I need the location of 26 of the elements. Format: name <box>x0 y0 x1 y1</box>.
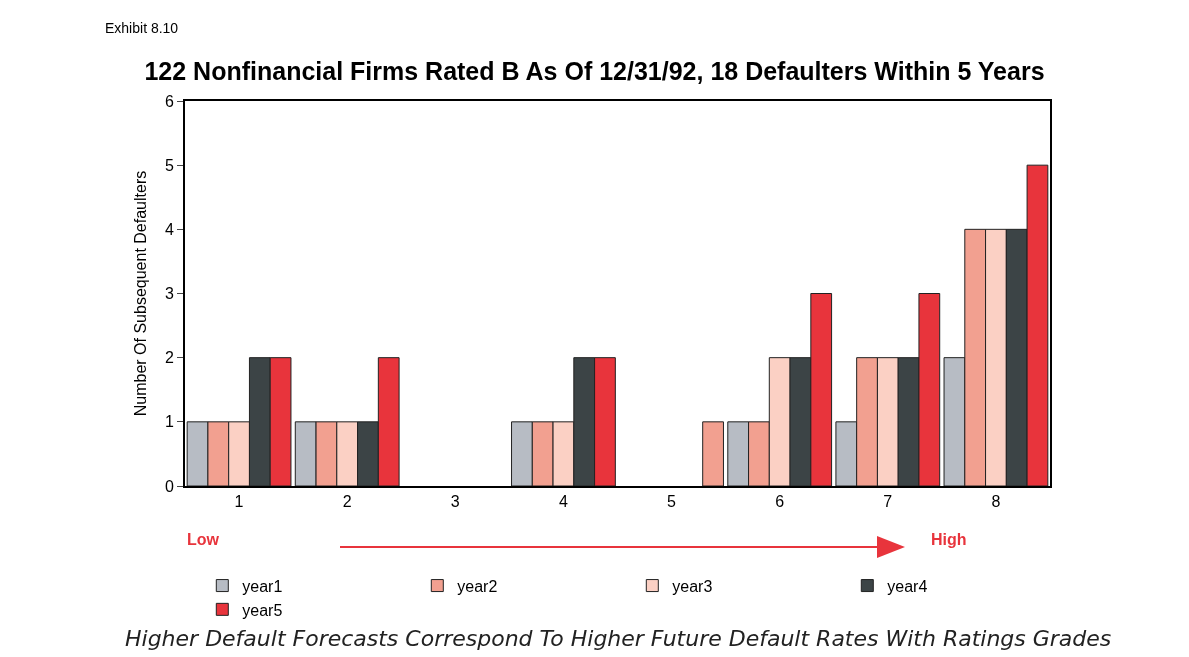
legend-label: year1 <box>242 577 283 595</box>
chart-title: 122 Nonfinancial Firms Rated B As Of 12/31/92, 18 Defaulters Within 5 Years <box>144 56 1045 85</box>
legend-label: year4 <box>887 577 928 595</box>
x-tick-label: 5 <box>667 493 677 511</box>
legend-label: year3 <box>672 577 713 595</box>
y-tick-label: 3 <box>164 285 174 303</box>
y-tick-label: 2 <box>164 349 174 367</box>
y-tick-label: 0 <box>164 477 174 495</box>
x-tick-label: 8 <box>991 493 1001 511</box>
y-tick-label: 6 <box>164 92 174 110</box>
x-tick-label: 2 <box>342 493 352 511</box>
legend-label: year5 <box>242 601 283 619</box>
text: High <box>931 531 967 548</box>
x-tick-label: 6 <box>775 493 785 511</box>
x-tick-label: 1 <box>234 493 244 511</box>
text: Low <box>187 531 220 548</box>
text: Higher Default Forecasts Correspond To Higher Future Default Rates With Ratings Grades <box>125 626 1112 651</box>
y-tick-label: 1 <box>164 413 174 431</box>
y-axis-title: Number Of Subsequent Defaulters <box>132 170 150 417</box>
legend-label: year2 <box>457 577 498 595</box>
text: Exhibit 8.10 <box>105 20 179 36</box>
y-tick-label: 4 <box>164 220 174 238</box>
x-tick-label: 7 <box>883 493 893 511</box>
x-tick-label: 4 <box>558 493 568 511</box>
y-tick-label: 5 <box>164 156 174 174</box>
x-tick-label: 3 <box>450 493 460 511</box>
